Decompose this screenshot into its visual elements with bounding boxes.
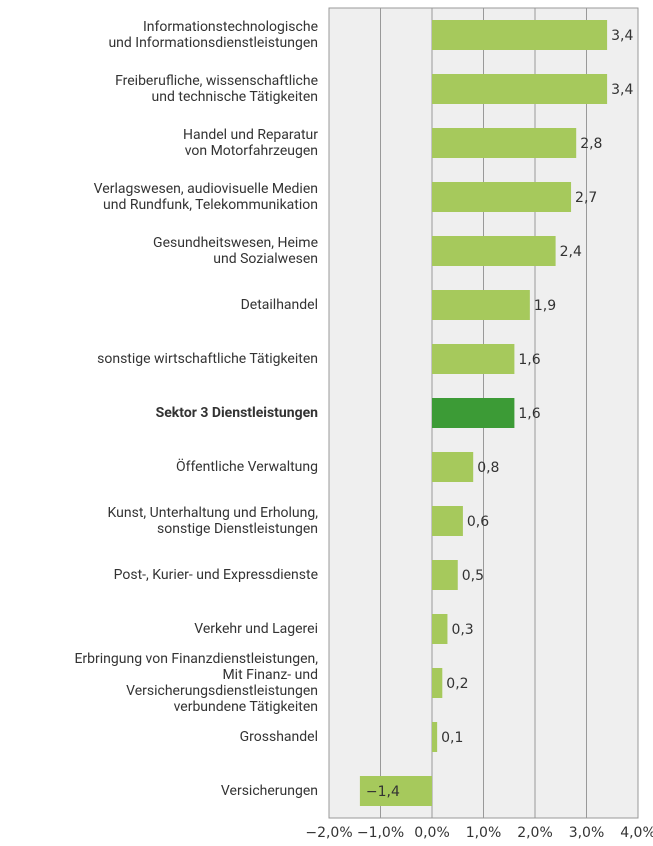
value-label: 1,9	[534, 298, 556, 314]
category-label: Grosshandel	[239, 729, 318, 745]
x-tick-label: −1,0%	[357, 825, 404, 841]
x-tick-label: 3,0%	[569, 825, 605, 841]
x-tick-label: −2,0%	[305, 825, 352, 841]
x-tick-label: 0,0%	[414, 825, 450, 841]
bar	[432, 506, 463, 536]
bar	[432, 452, 474, 482]
bar	[432, 128, 577, 158]
bar	[432, 614, 448, 644]
bar	[432, 20, 608, 50]
category-label: Versicherungen	[220, 783, 318, 799]
category-label: Informationstechnologische und Informati…	[108, 19, 318, 51]
value-label: 0,5	[462, 568, 484, 584]
category-label: Verlagswesen, audiovisuelle Medien und R…	[93, 181, 318, 213]
value-label: 0,8	[477, 460, 499, 476]
category-label: sonstige wirtschaftliche Tätigkeiten	[97, 351, 318, 367]
x-tick-label: 4,0%	[620, 825, 653, 841]
category-label: Erbringung von Finanzdienstleistungen, M…	[74, 651, 318, 715]
bar	[432, 344, 515, 374]
bar	[432, 236, 556, 266]
value-label: 3,4	[611, 28, 633, 44]
category-label: Handel und Reparatur von Motorfahrzeugen	[182, 127, 318, 159]
value-label: 3,4	[611, 82, 633, 98]
category-label: Kunst, Unterhaltung und Erholung, sonsti…	[107, 505, 318, 537]
x-tick-label: 2,0%	[517, 825, 553, 841]
bar	[432, 290, 530, 320]
bar	[432, 722, 438, 752]
category-label: Verkehr und Lagerei	[194, 621, 318, 637]
x-tick-label: 1,0%	[466, 825, 502, 841]
bar	[432, 668, 443, 698]
bar	[432, 182, 572, 212]
category-label: Detailhandel	[240, 297, 318, 313]
category-label: Sektor 3 Dienstleistungen	[155, 405, 318, 421]
category-label: Öffentliche Verwaltung	[175, 459, 318, 475]
bar	[432, 398, 515, 428]
value-label: 0,3	[451, 622, 473, 638]
value-label: 0,6	[467, 514, 489, 530]
bar	[432, 560, 458, 590]
category-label: Gesundheitswesen, Heime und Sozialwesen	[153, 235, 318, 267]
bar	[432, 74, 608, 104]
value-label: 2,4	[560, 244, 582, 260]
value-label: 1,6	[518, 406, 540, 422]
bar	[359, 776, 432, 806]
value-label: 2,8	[580, 136, 602, 152]
value-label: 2,7	[575, 190, 597, 206]
value-label: −1,4	[366, 784, 400, 800]
value-label: 0,2	[446, 676, 468, 692]
category-label: Post-, Kurier- und Expressdienste	[113, 567, 318, 583]
category-label: Freiberufliche, wissenschaftliche und te…	[115, 73, 318, 105]
value-label: 1,6	[518, 352, 540, 368]
value-label: 0,1	[441, 730, 463, 746]
